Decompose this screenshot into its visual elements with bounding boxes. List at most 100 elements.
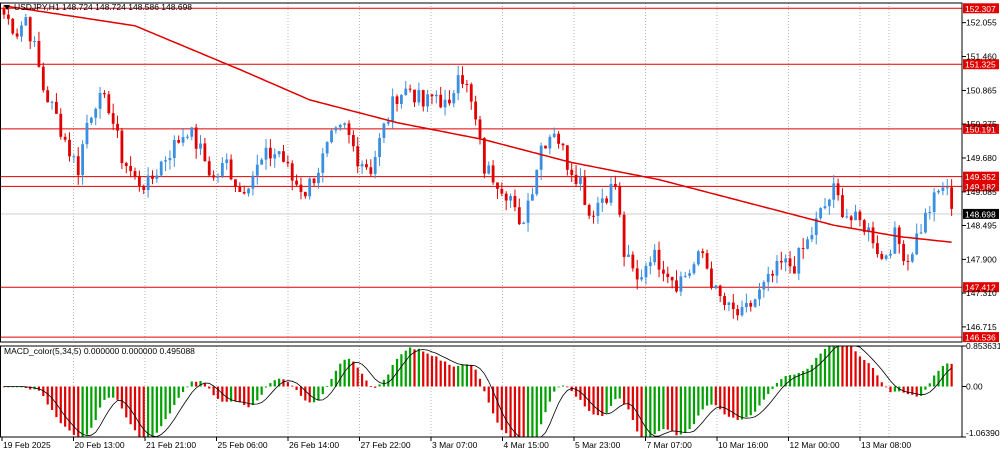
candle-body (247, 188, 250, 194)
macd-bar (666, 386, 669, 430)
macd-bar (251, 386, 255, 405)
candle-body (937, 190, 940, 193)
candle-body (85, 122, 89, 145)
macd-bar (889, 386, 892, 393)
macd-bar (723, 386, 726, 415)
candle-body (583, 177, 587, 205)
candle-body (793, 266, 796, 274)
chart-menu-icon[interactable] (4, 5, 10, 10)
macd-bar (941, 365, 944, 387)
macd-bar (649, 386, 652, 437)
macd-bar (496, 386, 499, 423)
macd-bar (505, 386, 508, 434)
candle-body (137, 176, 141, 186)
macd-bar (177, 386, 180, 398)
macd-bar (548, 386, 551, 402)
macd-bar (810, 364, 813, 387)
macd-bar (64, 386, 67, 427)
macd-bar (278, 378, 281, 387)
candle-body (365, 164, 368, 168)
macd-bar (317, 386, 320, 401)
macd-bar (911, 386, 914, 395)
macd-bar (116, 386, 119, 400)
candle-body (68, 139, 71, 157)
macd-bar (7, 386, 10, 388)
candle-body (548, 136, 552, 149)
candle-body (216, 175, 220, 178)
x-tick-label: 19 Feb 2025 (3, 440, 51, 450)
candle-body (810, 234, 814, 240)
macd-bar (42, 386, 45, 397)
macd-bar (828, 346, 831, 387)
candle-body (251, 175, 255, 189)
candle-body (875, 243, 879, 254)
macd-bar (727, 386, 731, 417)
macd-bar (780, 379, 783, 387)
macd-bar (365, 380, 368, 387)
macd-bar (714, 386, 717, 406)
candle-body (434, 94, 438, 97)
candle-body (797, 248, 801, 274)
macd-bar (269, 383, 272, 387)
level-tag (963, 282, 999, 293)
candle-body (600, 198, 604, 203)
macd-bar (570, 386, 573, 392)
macd-bar (20, 386, 23, 388)
macd-bar (334, 370, 337, 387)
macd-title: MACD_color(5,34,5) 0.000000 0.000000 0.4… (4, 346, 195, 356)
macd-bar (195, 381, 198, 387)
y-tick-label: 146.715 (966, 322, 997, 332)
current-price-tag (963, 208, 999, 219)
candle-body (194, 127, 198, 149)
candle-body (941, 187, 945, 191)
candle-body (94, 108, 98, 118)
candle-body (347, 123, 351, 136)
macd-bar (29, 386, 32, 390)
macd-bar (483, 386, 486, 392)
macd-bar (103, 386, 106, 400)
candle-body (382, 123, 386, 138)
candle-body (286, 161, 290, 164)
candle-body (268, 147, 272, 159)
candle-body (557, 133, 561, 144)
macd-bar (579, 386, 582, 400)
candle-body (587, 204, 591, 216)
macd-bar (684, 386, 687, 433)
candle-body (710, 268, 713, 288)
x-tick-label: 20 Feb 13:00 (75, 440, 125, 450)
y-tick-label: 150.865 (966, 85, 997, 95)
candle-body (330, 130, 333, 143)
candle-body (260, 159, 264, 165)
macd-bar (771, 386, 774, 389)
macd-bar (2, 386, 6, 388)
candle-body (277, 151, 281, 155)
candle-body (696, 251, 700, 265)
candle-body (766, 273, 770, 283)
candle-body (482, 138, 486, 174)
level-tag (963, 123, 999, 134)
candle-body (531, 194, 534, 201)
macd-bar (168, 386, 172, 414)
macd-bar (339, 363, 342, 387)
macd-bar (915, 386, 918, 397)
candle-body (819, 208, 823, 219)
candle-body (827, 199, 831, 207)
macd-bar (382, 379, 386, 387)
macd-bar (492, 386, 495, 414)
candle-body (854, 211, 857, 221)
candle-body (744, 302, 748, 308)
candle-body (229, 159, 233, 180)
candle-body (736, 309, 740, 316)
candle-body (570, 169, 574, 175)
macd-bar (347, 358, 351, 387)
macd-bar (343, 359, 346, 387)
y-tick-label: 147.310 (966, 288, 997, 298)
candle-body (849, 216, 853, 221)
candle-body (190, 127, 194, 137)
candle-body (753, 299, 757, 307)
candle-body (718, 285, 722, 297)
macd-bar (409, 347, 412, 387)
macd-bar (823, 349, 827, 387)
macd-bar (273, 380, 276, 387)
